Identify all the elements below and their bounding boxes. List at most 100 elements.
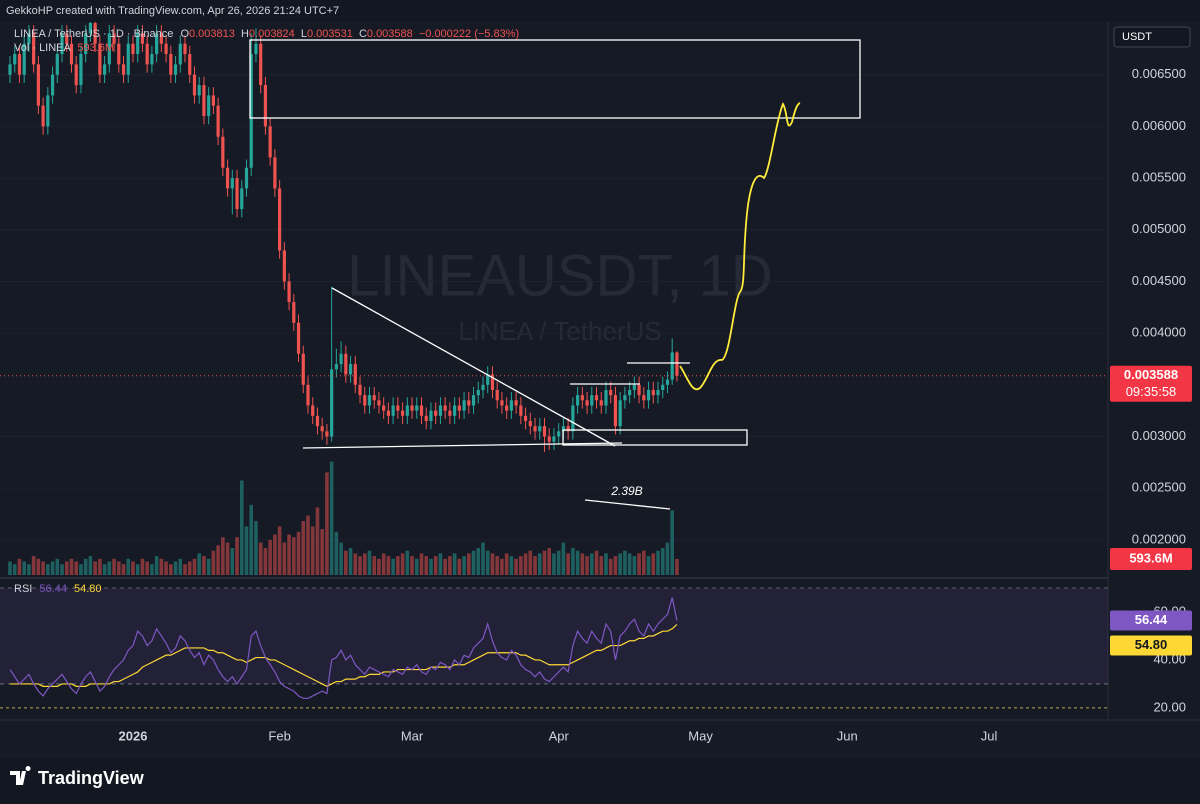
volume-bars [8, 461, 679, 575]
volume-legend: Vol · LINEA 593.6M [14, 42, 114, 54]
volume-bar [74, 561, 79, 575]
candle-body [443, 405, 447, 411]
volume-bar [471, 550, 476, 575]
volume-bar [69, 558, 74, 575]
currency-button[interactable]: USDT [1113, 26, 1191, 48]
candle-body [623, 395, 627, 401]
candle-body [126, 43, 130, 75]
candle-body [457, 405, 461, 411]
volume-bar [575, 550, 580, 575]
candle-body [528, 420, 532, 427]
volume-bar [419, 553, 424, 575]
volume-bar [164, 561, 168, 575]
volume-bar [457, 558, 462, 575]
candle-body [169, 54, 173, 75]
volume-trendline [584, 499, 671, 510]
candle-body [79, 54, 83, 86]
y-tick-label: 0.004500 [1132, 273, 1186, 288]
candle-body [547, 436, 551, 442]
candle-body [580, 395, 584, 401]
volume-bar [467, 553, 471, 575]
candle-body [249, 54, 253, 168]
candle-body [145, 43, 149, 65]
volume-bar [211, 550, 216, 575]
candle-body [235, 178, 239, 210]
candle-body [429, 410, 433, 421]
volume-bar [50, 561, 55, 575]
candle-body [334, 364, 338, 370]
volume-bar [60, 564, 64, 575]
volume-bar [178, 558, 183, 575]
ohlc-legend: LINEA / TetherUS · 1D · Binance O0.00381… [14, 28, 519, 40]
volume-bar [604, 553, 608, 575]
x-tick-label: Jun [837, 728, 858, 743]
candle-body [424, 415, 428, 421]
candle-body [344, 353, 348, 375]
candle-body [296, 322, 301, 354]
header-bar [0, 0, 1200, 22]
volume-bar [670, 510, 674, 575]
volume-bar [533, 556, 537, 575]
volume-bar [358, 556, 362, 575]
candle-body [396, 405, 400, 411]
volume-bar [519, 556, 523, 575]
legend-change: −0.000222 (−5.83%) [419, 28, 519, 40]
logo-text: TradingView [38, 768, 145, 788]
volume-bar [169, 564, 173, 575]
rsi-tag-label: 54.80 [1135, 637, 1168, 652]
candle-body [192, 74, 197, 96]
y-tick-label: 0.005000 [1132, 221, 1186, 236]
rsi-tick-label: 20.00 [1153, 699, 1186, 714]
candle-body [13, 54, 17, 65]
candle-body [400, 410, 405, 416]
candle-body [8, 64, 12, 75]
volume-bar [8, 561, 12, 575]
volume-bar [98, 558, 102, 575]
volume-bar [632, 556, 637, 575]
candle-body [661, 384, 665, 390]
currency-button-box[interactable] [1113, 26, 1191, 48]
candle-body [372, 395, 376, 401]
volume-bar [235, 537, 239, 575]
rsi-band [0, 587, 1108, 684]
rsi-line [9, 597, 678, 699]
volume-bar [627, 553, 632, 575]
volume-bar [552, 553, 556, 575]
volume-bar [197, 553, 201, 575]
candle-body [542, 426, 547, 437]
volume-bar [192, 558, 197, 575]
candle-body [27, 33, 31, 44]
currency-button-label[interactable]: USDT [1122, 31, 1152, 43]
candle-body [140, 33, 145, 44]
candle-body [150, 54, 154, 65]
volume-bar [594, 550, 599, 575]
volume-bar [353, 553, 358, 575]
candle-body [576, 395, 580, 406]
candle-body [211, 95, 215, 106]
candle-body [240, 188, 244, 210]
candle-body [207, 95, 211, 117]
candle-body [32, 33, 36, 65]
volume-bar [490, 553, 495, 575]
candle-body [259, 43, 263, 86]
candle-body [348, 364, 353, 375]
volume-bar [296, 531, 301, 575]
volume-bar [187, 561, 192, 575]
candle-body [173, 64, 178, 75]
volume-bar [391, 558, 395, 575]
candle-body [244, 167, 249, 189]
candle-body [98, 43, 102, 75]
volume-bar [121, 564, 126, 575]
volume-bar [348, 548, 353, 575]
candle-body [651, 389, 655, 396]
volume-bar [642, 550, 646, 575]
volume-bar [556, 550, 561, 575]
candle-body [514, 400, 518, 406]
volume-bar [509, 556, 514, 575]
volume-bar [656, 550, 660, 575]
volume-bar [107, 561, 112, 575]
candle-body [315, 415, 320, 427]
legend-volume-value: 593.6M [77, 42, 114, 54]
candle-body [675, 352, 679, 376]
